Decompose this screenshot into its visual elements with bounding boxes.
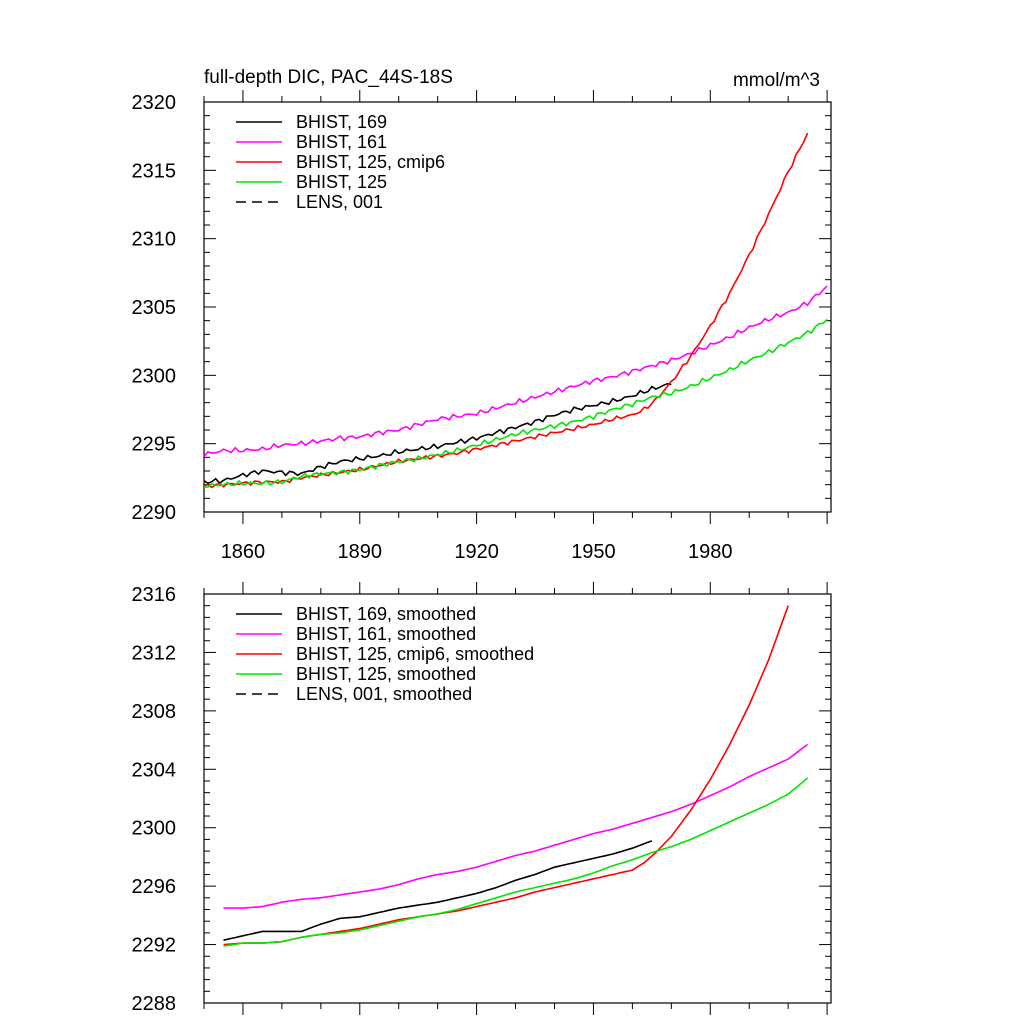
legend-label-3: BHIST, 125 [296,172,387,192]
legend-label-4: LENS, 001 [296,192,383,212]
y-tick-label: 2312 [132,642,177,664]
y-tick-label: 2290 [132,502,177,524]
plot-frame [203,593,832,1004]
x-tick-label: 1980 [688,541,733,563]
series-line-1 [223,743,809,909]
y-tick-label: 2288 [132,993,177,1015]
legend-label-0: BHIST, 169, smoothed [296,604,476,624]
series-line-0 [223,840,653,941]
bottom-panel: 2288 2292 2296 2300 2304 2308 2312 2316 BHIST, 1… [132,582,832,1015]
x-tick-label: 1890 [338,541,383,563]
y-tick-label: 2300 [132,365,177,387]
y-tick-label: 2310 [132,229,177,251]
top-plot-area: 1860 1890 1920 1950 1980 2290 2295 2300 2305 2310… [132,90,832,563]
top-panel: full-depth DIC, PAC_44S-18S mmol/m^3 186… [132,67,832,563]
series-line-0 [203,382,672,485]
chart-title: full-depth DIC, PAC_44S-18S [204,67,453,88]
legend-label-1: BHIST, 161 [296,132,387,152]
y-tick-label: 2305 [132,297,177,319]
legend-label-1: BHIST, 161, smoothed [296,624,476,644]
x-tick-label: 1860 [221,541,266,563]
legend-label-2: BHIST, 125, cmip6 [296,152,445,172]
y-tick-label: 2316 [132,584,177,606]
legend-label-3: BHIST, 125, smoothed [296,664,476,684]
series-line-2 [203,132,809,489]
y-tick-label: 2304 [132,759,177,781]
legend-label-2: BHIST, 125, cmip6, smoothed [296,644,534,664]
y-tick-label: 2300 [132,818,177,840]
y-tick-label: 2315 [132,160,177,182]
bottom-plot-area: 2288 2292 2296 2300 2304 2308 2312 2316 BHIST, 1… [132,582,832,1015]
y-tick-label: 2292 [132,935,177,957]
x-tick-label: 1920 [454,541,499,563]
x-tick-label: 1950 [571,541,616,563]
y-tick-label: 2308 [132,701,177,723]
legend-label-4: LENS, 001, smoothed [296,684,472,704]
series-line-3 [223,777,809,947]
y-tick-label: 2320 [132,92,177,114]
legend-label-0: BHIST, 169 [296,112,387,132]
series-line-3 [203,318,828,488]
series-line-1 [203,285,828,458]
y-tick-label: 2295 [132,434,177,456]
units-label: mmol/m^3 [733,70,820,91]
y-tick-label: 2296 [132,876,177,898]
